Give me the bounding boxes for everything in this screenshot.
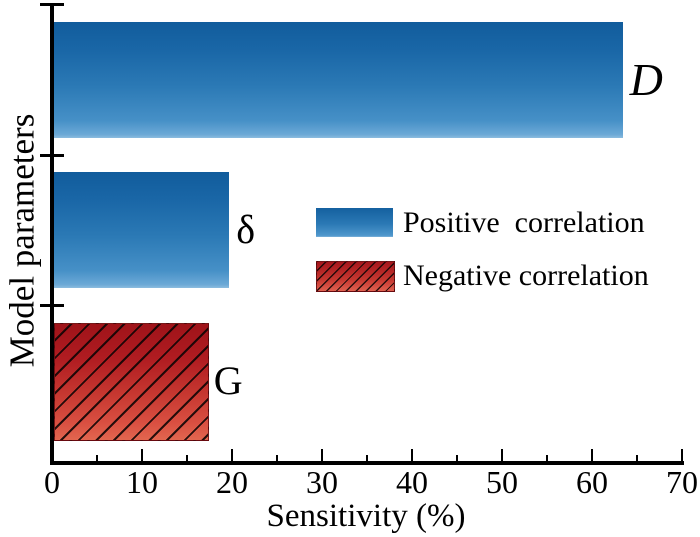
x-minor-tick-65 bbox=[636, 455, 638, 461]
bar-label-0: D bbox=[629, 53, 663, 105]
x-axis-line bbox=[50, 461, 684, 465]
x-minor-tick-15 bbox=[186, 455, 188, 461]
x-tick-20 bbox=[230, 449, 234, 461]
x-tick-40 bbox=[410, 449, 414, 461]
bar-0 bbox=[54, 21, 623, 138]
x-tick-50 bbox=[500, 449, 504, 461]
x-tick-30 bbox=[320, 449, 324, 461]
bar-label-2: G bbox=[213, 357, 243, 403]
x-tick-label-20: 20 bbox=[216, 464, 248, 500]
legend-swatch-positive-correlation bbox=[316, 208, 393, 237]
bar-label-1: δ bbox=[236, 207, 256, 253]
y-tick-2 bbox=[40, 304, 64, 307]
legend-label-positive-correlation: Positive correlation bbox=[403, 206, 645, 239]
bar-1 bbox=[54, 172, 230, 289]
x-tick-label-10: 10 bbox=[126, 464, 158, 500]
x-minor-tick-25 bbox=[276, 455, 278, 461]
x-tick-10 bbox=[140, 449, 144, 461]
y-axis-label: Model parameters bbox=[2, 113, 42, 368]
x-tick-label-60: 60 bbox=[576, 464, 608, 500]
x-tick-70 bbox=[680, 449, 684, 461]
y-tick-0 bbox=[40, 3, 64, 6]
x-minor-tick-5 bbox=[96, 455, 98, 461]
bar-2 bbox=[54, 322, 209, 441]
x-tick-label-40: 40 bbox=[396, 464, 428, 500]
y-tick-1 bbox=[40, 153, 64, 157]
y-axis-line bbox=[50, 3, 54, 464]
x-axis-label: Sensitivity (%) bbox=[266, 498, 466, 534]
x-tick-label-30: 30 bbox=[306, 464, 338, 500]
legend-swatch-negative-correlation bbox=[316, 261, 395, 292]
x-minor-tick-55 bbox=[546, 455, 548, 461]
x-tick-60 bbox=[590, 449, 594, 461]
x-minor-tick-45 bbox=[456, 455, 458, 461]
x-minor-tick-35 bbox=[366, 455, 368, 461]
x-tick-label-70: 70 bbox=[666, 464, 698, 500]
x-tick-label-50: 50 bbox=[486, 464, 518, 500]
x-tick-label-0: 0 bbox=[44, 464, 60, 500]
legend-label-negative-correlation: Negative correlation bbox=[403, 259, 649, 292]
x-tick-0 bbox=[50, 449, 54, 461]
